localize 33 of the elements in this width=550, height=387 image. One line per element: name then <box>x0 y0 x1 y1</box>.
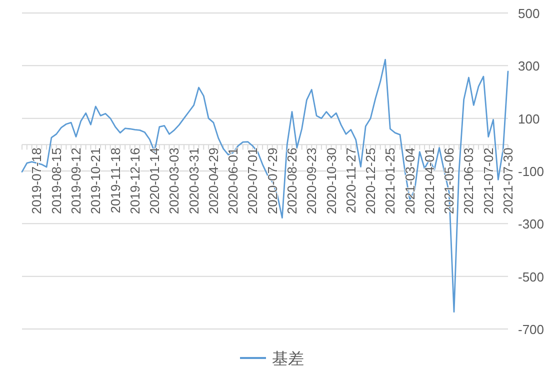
x-tick-label: 2020-06-01 <box>226 148 241 214</box>
y-tick-label: 500 <box>518 6 540 21</box>
x-tick-label: 2020-07-29 <box>264 148 280 214</box>
x-tick-label: 2020-07-01 <box>245 148 260 214</box>
x-tick-label: 2021-07-30 <box>500 148 516 214</box>
y-tick-label: -100 <box>518 164 544 179</box>
x-tick-label: 2020-11-27 <box>343 148 358 214</box>
x-tick-label: 2020-03-03 <box>166 148 182 214</box>
x-tick-label: 2021-05-06 <box>442 148 457 214</box>
x-tick-label: 2019-12-16 <box>127 148 142 214</box>
x-tick-label: 2020-09-23 <box>304 148 320 214</box>
x-tick-label: 2021-07-02 <box>480 148 496 214</box>
x-tick-label: 2021-06-03 <box>461 148 476 214</box>
x-tick-label: 2020-04-29 <box>206 148 221 214</box>
x-tick-label: 2019-09-12 <box>68 148 84 214</box>
x-tick-label: 2020-01-14 <box>147 148 162 214</box>
x-tick-label: 2019-08-15 <box>48 148 64 214</box>
x-tick-label: 2019-11-18 <box>108 148 123 214</box>
y-tick-label: -500 <box>518 269 544 284</box>
x-tick-label: 2021-01-25 <box>382 148 398 214</box>
y-tick-label: 300 <box>518 58 540 74</box>
x-tick-label: 2021-04-01 <box>422 148 437 214</box>
y-tick-label: 100 <box>518 111 540 126</box>
y-tick-label: -300 <box>518 216 544 232</box>
legend-label: 基差 <box>272 350 304 368</box>
x-tick-label: 2020-03-31 <box>186 148 202 214</box>
x-tick-label: 2020-12-25 <box>363 148 378 214</box>
x-tick-label: 2019-10-21 <box>88 148 104 214</box>
x-tick-label: 2019-07-18 <box>29 148 44 214</box>
y-tick-label: -700 <box>518 322 544 337</box>
x-tick-label: 2020-10-30 <box>324 148 339 214</box>
x-tick-label: 2021-03-04 <box>402 148 418 214</box>
x-tick-label: 2020-08-26 <box>284 148 300 214</box>
